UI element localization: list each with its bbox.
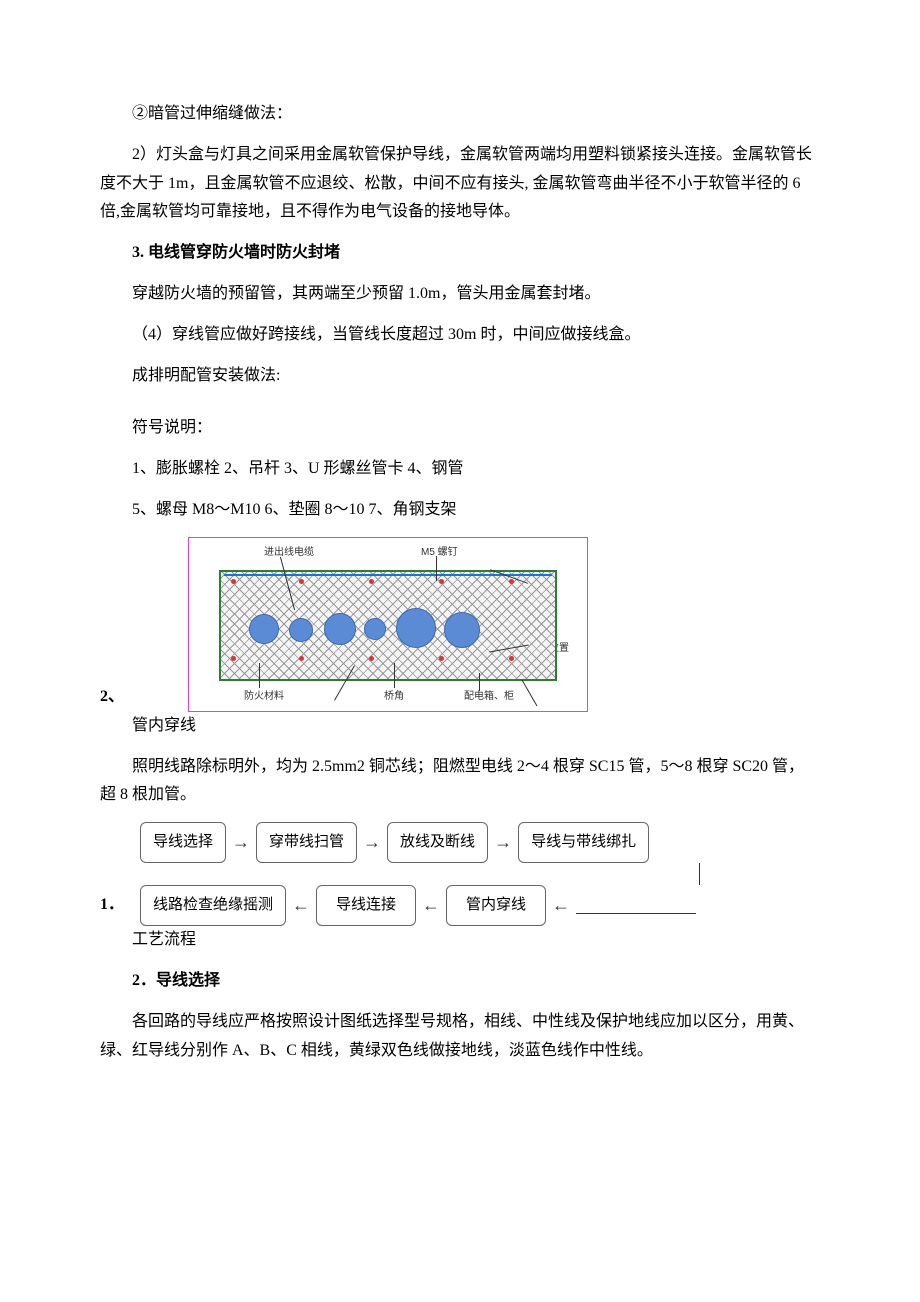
paragraph-9: 管内穿线 [100, 712, 820, 741]
flow-box: 导线连接 [316, 885, 416, 926]
screw-icon [231, 656, 236, 661]
paragraph-2: 2）灯头盒与灯具之间采用金属软管保护导线，金属软管两端均用塑料锁紧接头连接。金属… [100, 141, 820, 227]
paragraph-1: ②暗管过伸缩缝做法： [100, 100, 820, 129]
leader-line [436, 556, 437, 581]
arrow-left-icon: ← [546, 889, 576, 921]
screw-icon [439, 656, 444, 661]
diagram-label-cable: 进出线电缆 [264, 544, 314, 562]
flow-box: 管内穿线 [446, 885, 546, 926]
paragraph-11: 工艺流程 [100, 926, 820, 955]
leader-line [394, 663, 395, 688]
arrow-left-icon: ← [286, 889, 316, 921]
diagram-label-angle: 桥角 [384, 688, 404, 706]
diagram-label-cabinet: 配电箱、柜 [464, 688, 514, 706]
flow-box: 穿带线扫管 [256, 822, 357, 863]
flowchart-section: 1． 导线选择 → 穿带线扫管 → 放线及断线 → 导线与带线绑扎 线路检查绝缘… [100, 822, 820, 926]
diagram-circle [289, 618, 313, 642]
screw-icon [509, 579, 514, 584]
screw-icon [369, 656, 374, 661]
flow-connector [140, 863, 700, 885]
arrow-right-icon: → [226, 826, 256, 858]
arrow-right-icon: → [488, 826, 518, 858]
leader-line [259, 663, 260, 688]
flow-box: 线路检查绝缘摇测 [140, 885, 286, 926]
arrow-left-icon: ← [416, 889, 446, 921]
process-flowchart: 导线选择 → 穿带线扫管 → 放线及断线 → 导线与带线绑扎 线路检查绝缘摇测 … [140, 822, 780, 926]
section-number-1: 1． [100, 891, 124, 920]
arrow-right-icon: → [357, 826, 387, 858]
paragraph-7: 1、膨胀螺栓 2、吊杆 3、U 形螺丝管卡 4、钢管 [100, 455, 820, 484]
heading-1: 3. 电线管穿防火墙时防火封堵 [100, 239, 820, 268]
diagram-circle [444, 612, 480, 648]
paragraph-8: 5、螺母 M8～M10 6、垫圈 8～10 7、角钢支架 [100, 496, 820, 525]
screw-icon [369, 579, 374, 584]
flow-box: 放线及断线 [387, 822, 488, 863]
paragraph-5: 成排明配管安装做法: [100, 362, 820, 391]
paragraph-10: 照明线路除标明外，均为 2.5mm2 铜芯线；阻燃型电线 2～4 根穿 SC15… [100, 753, 820, 811]
screw-icon [509, 656, 514, 661]
flow-row-2: 线路检查绝缘摇测 ← 导线连接 ← 管内穿线 ← [140, 885, 780, 926]
flow-row-1: 导线选择 → 穿带线扫管 → 放线及断线 → 导线与带线绑扎 [140, 822, 780, 863]
paragraph-4: （4）穿线管应做好跨接线，当管线长度超过 30m 时，中间应做接线盒。 [100, 321, 820, 350]
screw-icon [299, 656, 304, 661]
screw-icon [299, 579, 304, 584]
diagram-circle [324, 613, 356, 645]
leader-line [522, 680, 538, 706]
flow-line [576, 913, 696, 914]
diagram-circle [396, 608, 436, 648]
leader-line [479, 673, 480, 691]
flow-box: 导线选择 [140, 822, 226, 863]
flow-box: 导线与带线绑扎 [518, 822, 649, 863]
diagram-label-fireproof: 防火材料 [244, 688, 284, 706]
section-number-2: 2、 [100, 683, 124, 712]
heading-2: 2．导线选择 [100, 967, 820, 996]
paragraph-12: 各回路的导线应严格按照设计图纸选择型号规格，相线、中性线及保护地线应加以区分，用… [100, 1008, 820, 1066]
diagram-circle [249, 614, 279, 644]
screw-icon [439, 579, 444, 584]
paragraph-6: 符号说明： [100, 414, 820, 443]
diagram-1-section: 2、 进出线电缆 M5 螺钉 橡胶板 配电箱开孔位置 防火材料 桥角 配电箱、柜 [100, 537, 820, 712]
fireproof-diagram: 进出线电缆 M5 螺钉 橡胶板 配电箱开孔位置 防火材料 桥角 配电箱、柜 [188, 537, 588, 712]
paragraph-3: 穿越防火墙的预留管，其两端至少预留 1.0m，管头用金属套封堵。 [100, 280, 820, 309]
diagram-label-screw: M5 螺钉 [421, 544, 458, 562]
diagram-circle [364, 618, 386, 640]
screw-icon [231, 579, 236, 584]
